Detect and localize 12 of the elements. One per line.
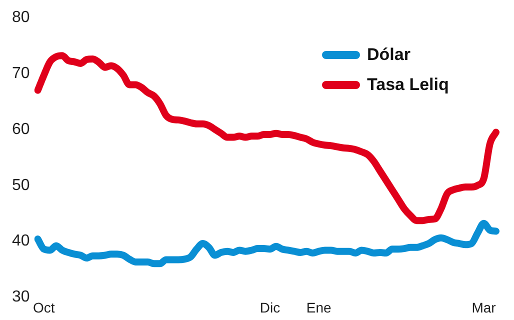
y-tick-label: 30 (12, 288, 30, 306)
y-tick-label: 50 (12, 176, 30, 194)
x-tick-label: Dic (260, 299, 280, 316)
y-tick-label: 80 (12, 9, 30, 26)
x-tick-label: Oct (33, 299, 55, 316)
x-tick-label: Mar (472, 299, 496, 316)
legend-label: Dólar (367, 45, 410, 65)
y-tick-label: 60 (12, 120, 30, 138)
x-tick-label: Ene (306, 299, 332, 316)
legend-label: Tasa Leliq (367, 75, 449, 95)
y-tick-label: 40 (12, 232, 30, 250)
y-tick-label: 70 (12, 64, 30, 82)
